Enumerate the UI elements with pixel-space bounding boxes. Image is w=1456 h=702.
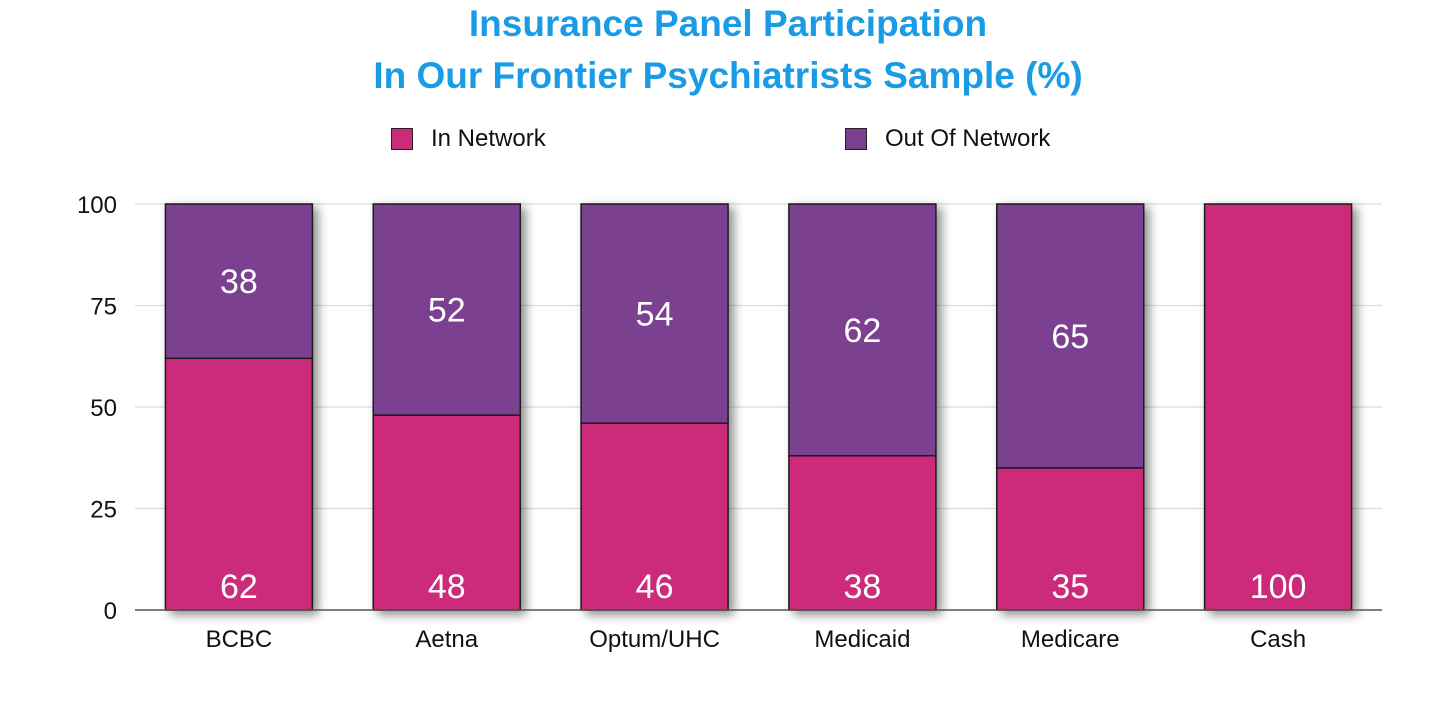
data-label-in-network: 46: [636, 568, 674, 606]
axes: 0 25 50 75 100 BCBC Aetna Optum/UHC Medicaid Medi…: [77, 192, 1382, 653]
data-label-out-of-network: 38: [220, 263, 258, 301]
legend-item-in-network: In Network: [391, 124, 546, 154]
bar-stack: [372, 203, 521, 611]
x-category-label: Medicaid: [814, 626, 910, 653]
data-label-out-of-network: 52: [428, 292, 466, 330]
data-label-out-of-network: 62: [844, 312, 882, 350]
chart-subtitle: In Our Frontier Psychiatrists Sample (%): [373, 55, 1083, 96]
bar-out-of-network: [372, 203, 521, 416]
bar-stack: [1203, 203, 1353, 611]
y-tick-label: 50: [90, 395, 117, 422]
y-tick-label: 75: [90, 294, 117, 321]
bar-in-network: [996, 467, 1145, 611]
data-label-in-network: 62: [220, 568, 258, 606]
x-category-label: BCBC: [206, 626, 273, 653]
data-label-in-network: 48: [428, 568, 466, 606]
bar-out-of-network: [788, 203, 937, 457]
bar-out-of-network: [996, 203, 1145, 469]
bar-stack: [788, 203, 937, 611]
chart-title: Insurance Panel Participation: [468, 3, 988, 44]
x-category-label: Aetna: [415, 626, 478, 653]
legend-swatch-in-network: [391, 128, 413, 150]
bar-in-network: [1203, 203, 1353, 611]
x-category-label: Optum/UHC: [589, 626, 720, 653]
data-label-in-network: 35: [1051, 568, 1089, 606]
y-tick-label: 100: [77, 192, 117, 219]
bar-in-network: [372, 414, 521, 611]
bar-out-of-network: [164, 203, 314, 360]
labels-group: 62 38 48 52 46 54 38 62 35 65 100: [220, 263, 1306, 606]
legend-swatch-out-of-network: [845, 128, 867, 150]
bar-stack: [580, 203, 729, 611]
legend-item-out-of-network: Out Of Network: [845, 124, 1050, 154]
grid-lines: [135, 203, 1382, 510]
y-tick-label: 25: [90, 497, 117, 524]
data-label-out-of-network: 65: [1051, 318, 1089, 356]
legend-label-out-of-network: Out Of Network: [885, 125, 1051, 152]
x-category-label: Medicare: [1021, 626, 1120, 653]
bar-in-network: [580, 422, 729, 611]
x-category-label: Cash: [1250, 626, 1306, 653]
bar-stack: [164, 203, 314, 611]
bar-out-of-network: [580, 203, 729, 424]
bar-stack: [996, 203, 1145, 611]
legend-label-in-network: In Network: [431, 125, 546, 152]
data-label-out-of-network: 54: [636, 296, 674, 334]
bar-in-network: [788, 454, 937, 611]
bars-group: [164, 203, 1353, 611]
data-label-in-network: 100: [1250, 568, 1307, 606]
data-label-in-network: 38: [844, 568, 882, 606]
y-tick-label: 0: [104, 598, 117, 625]
